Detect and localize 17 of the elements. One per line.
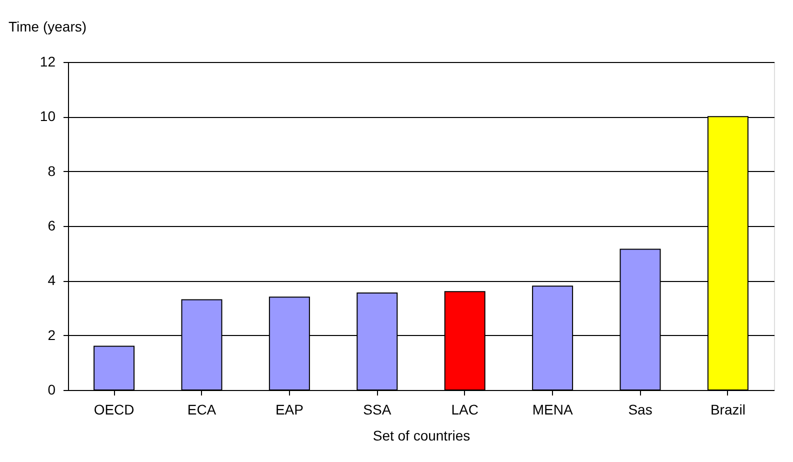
x-tick-label: ECA <box>187 402 217 418</box>
x-tick-label: Sas <box>628 402 652 418</box>
y-tick-label: 8 <box>48 162 56 179</box>
x-tick-label: EAP <box>275 402 304 418</box>
x-tick-label: LAC <box>451 402 478 418</box>
y-tick-label: 2 <box>48 326 56 343</box>
x-axis-title: Set of countries <box>372 428 470 444</box>
y-tick-label: 0 <box>48 382 56 398</box>
x-tick-label: Brazil <box>710 402 746 418</box>
y-axis-title: Time (years) <box>8 18 87 34</box>
y-tick-label: 10 <box>40 108 56 124</box>
x-tick-label: OECD <box>94 402 134 418</box>
y-tick-label: 6 <box>48 218 56 234</box>
x-tick-label: MENA <box>532 402 574 418</box>
x-tick-label: SSA <box>363 402 392 418</box>
y-tick-label: 4 <box>48 272 56 288</box>
y-tick-label: 12 <box>40 54 56 70</box>
